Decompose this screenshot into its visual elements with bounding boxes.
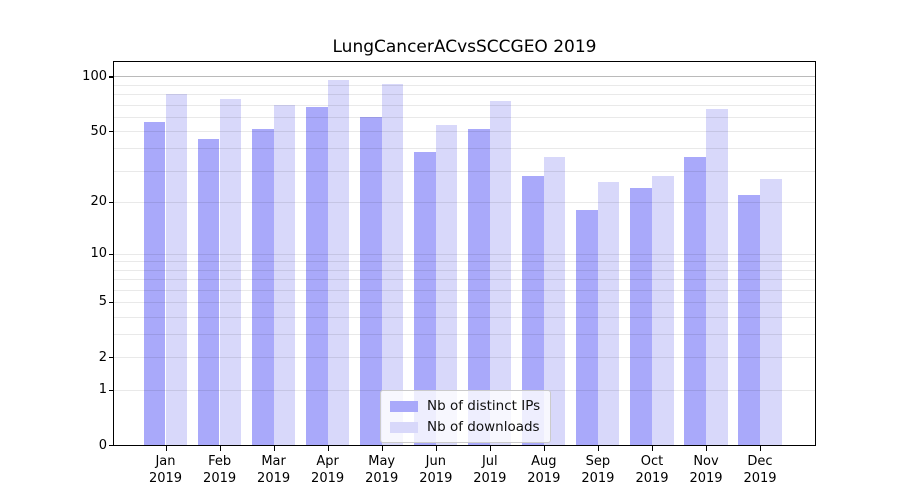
gridline-7	[114, 278, 815, 280]
plot-area: Nb of distinct IPs Nb of downloads	[113, 61, 816, 446]
y-axis-tick-mark	[109, 201, 113, 204]
legend-label-distinct-ips: Nb of distinct IPs	[427, 398, 541, 414]
y-axis-tick-label-20: 20	[90, 194, 107, 210]
gridline-4	[114, 316, 815, 318]
bar-distinct-ips-jan	[143, 122, 166, 445]
bar-downloads-oct	[652, 176, 674, 445]
x-axis-tick-mark	[381, 446, 383, 451]
y-axis-tick-label-5: 5	[98, 294, 107, 310]
bar-distinct-ips-nov	[684, 156, 706, 445]
x-axis-tick-label-aug: Aug 2019	[527, 454, 561, 486]
gridline-8	[114, 269, 815, 271]
bar-downloads-mar	[273, 104, 296, 445]
bar-distinct-ips-jun	[414, 152, 436, 445]
y-axis-tick-mark	[109, 253, 113, 255]
y-axis-tick-label-0: 0	[98, 437, 107, 453]
gridline-40	[114, 148, 815, 150]
gridline-2	[114, 357, 815, 359]
x-axis-tick-mark	[760, 446, 762, 451]
y-axis-tick-label-1: 1	[98, 382, 107, 398]
x-axis-tick-label-may: May 2019	[365, 454, 399, 486]
x-axis-tick-label-mar: Mar 2019	[257, 454, 291, 486]
y-axis-tick-label-100: 100	[82, 68, 107, 84]
x-axis-tick-mark	[273, 446, 275, 451]
x-axis-tick-label-jun: Jun 2019	[419, 454, 453, 486]
chart-title: LungCancerACvsSCCGEO 2019	[332, 37, 597, 57]
bar-downloads-jul	[489, 101, 512, 445]
y-axis-tick-mark	[109, 301, 113, 304]
y-axis-tick-mark	[109, 131, 113, 133]
gridline-20	[114, 201, 815, 203]
bar-distinct-ips-apr	[306, 106, 328, 445]
x-axis-tick-label-apr: Apr 2019	[311, 454, 345, 486]
bar-distinct-ips-feb	[197, 139, 220, 445]
y-axis-tick-mark	[109, 357, 113, 359]
x-axis-tick-label-jan: Jan 2019	[148, 454, 183, 486]
gridline-5	[114, 301, 815, 303]
legend-swatch-downloads	[390, 421, 418, 433]
bar-downloads-jun	[435, 125, 458, 445]
x-axis-tick-mark	[597, 446, 600, 451]
legend-swatch-distinct-ips	[390, 400, 418, 412]
x-axis-tick-mark	[435, 446, 437, 451]
x-axis-tick-label-jul: Jul 2019	[473, 454, 507, 486]
gridline-30	[114, 170, 815, 172]
bar-downloads-sep	[597, 181, 620, 445]
gridline-90	[114, 84, 815, 86]
bar-downloads-dec	[760, 178, 782, 445]
x-axis-tick-mark	[327, 446, 329, 451]
bar-downloads-apr	[327, 79, 350, 445]
bar-distinct-ips-jul	[468, 129, 490, 445]
x-axis-tick-mark	[489, 446, 491, 451]
legend: Nb of distinct IPs Nb of downloads	[380, 390, 552, 443]
legend-label-downloads: Nb of downloads	[427, 419, 540, 435]
y-axis-tick-mark	[109, 445, 113, 447]
gridline-70	[114, 104, 815, 106]
legend-item-downloads: Nb of downloads	[390, 419, 540, 435]
bar-distinct-ips-sep	[576, 209, 598, 445]
bar-downloads-may	[381, 83, 404, 445]
y-axis-tick-mark	[109, 76, 113, 78]
y-axis-tick-label-2: 2	[98, 349, 107, 365]
y-axis-tick-mark	[109, 389, 113, 391]
x-axis-tick-label-sep: Sep 2019	[581, 454, 615, 486]
x-axis-tick-mark	[706, 446, 708, 451]
gridline-3	[114, 334, 815, 336]
y-axis-tick-label-50: 50	[90, 123, 107, 139]
legend-item-distinct-ips: Nb of distinct IPs	[390, 398, 540, 414]
x-axis-tick-mark	[652, 446, 654, 451]
bar-distinct-ips-aug	[522, 176, 544, 445]
bar-distinct-ips-oct	[630, 187, 652, 445]
x-axis-tick-mark	[165, 446, 167, 451]
bar-downloads-feb	[219, 99, 242, 445]
gridline-6	[114, 289, 815, 291]
x-axis-tick-mark	[219, 446, 221, 451]
x-axis-tick-label-dec: Dec 2019	[743, 454, 777, 486]
x-axis-tick-mark	[543, 446, 545, 451]
bar-distinct-ips-mar	[252, 129, 274, 445]
bar-downloads-jan	[165, 94, 188, 445]
y-axis-tick-label-10: 10	[90, 246, 107, 261]
x-axis-tick-label-feb: Feb 2019	[203, 454, 237, 486]
gridline-60	[114, 116, 815, 118]
gridline-100	[114, 76, 815, 78]
bar-distinct-ips-may	[360, 116, 382, 445]
bar-downloads-nov	[706, 109, 728, 445]
gridline-80	[114, 94, 815, 96]
x-axis-tick-label-nov: Nov 2019	[689, 454, 723, 486]
x-axis-tick-label-oct: Oct 2019	[635, 454, 669, 486]
gridline-10	[114, 253, 815, 255]
bar-distinct-ips-dec	[738, 194, 760, 445]
gridline-9	[114, 261, 815, 263]
bar-downloads-aug	[543, 156, 566, 445]
gridline-50	[114, 131, 815, 132]
